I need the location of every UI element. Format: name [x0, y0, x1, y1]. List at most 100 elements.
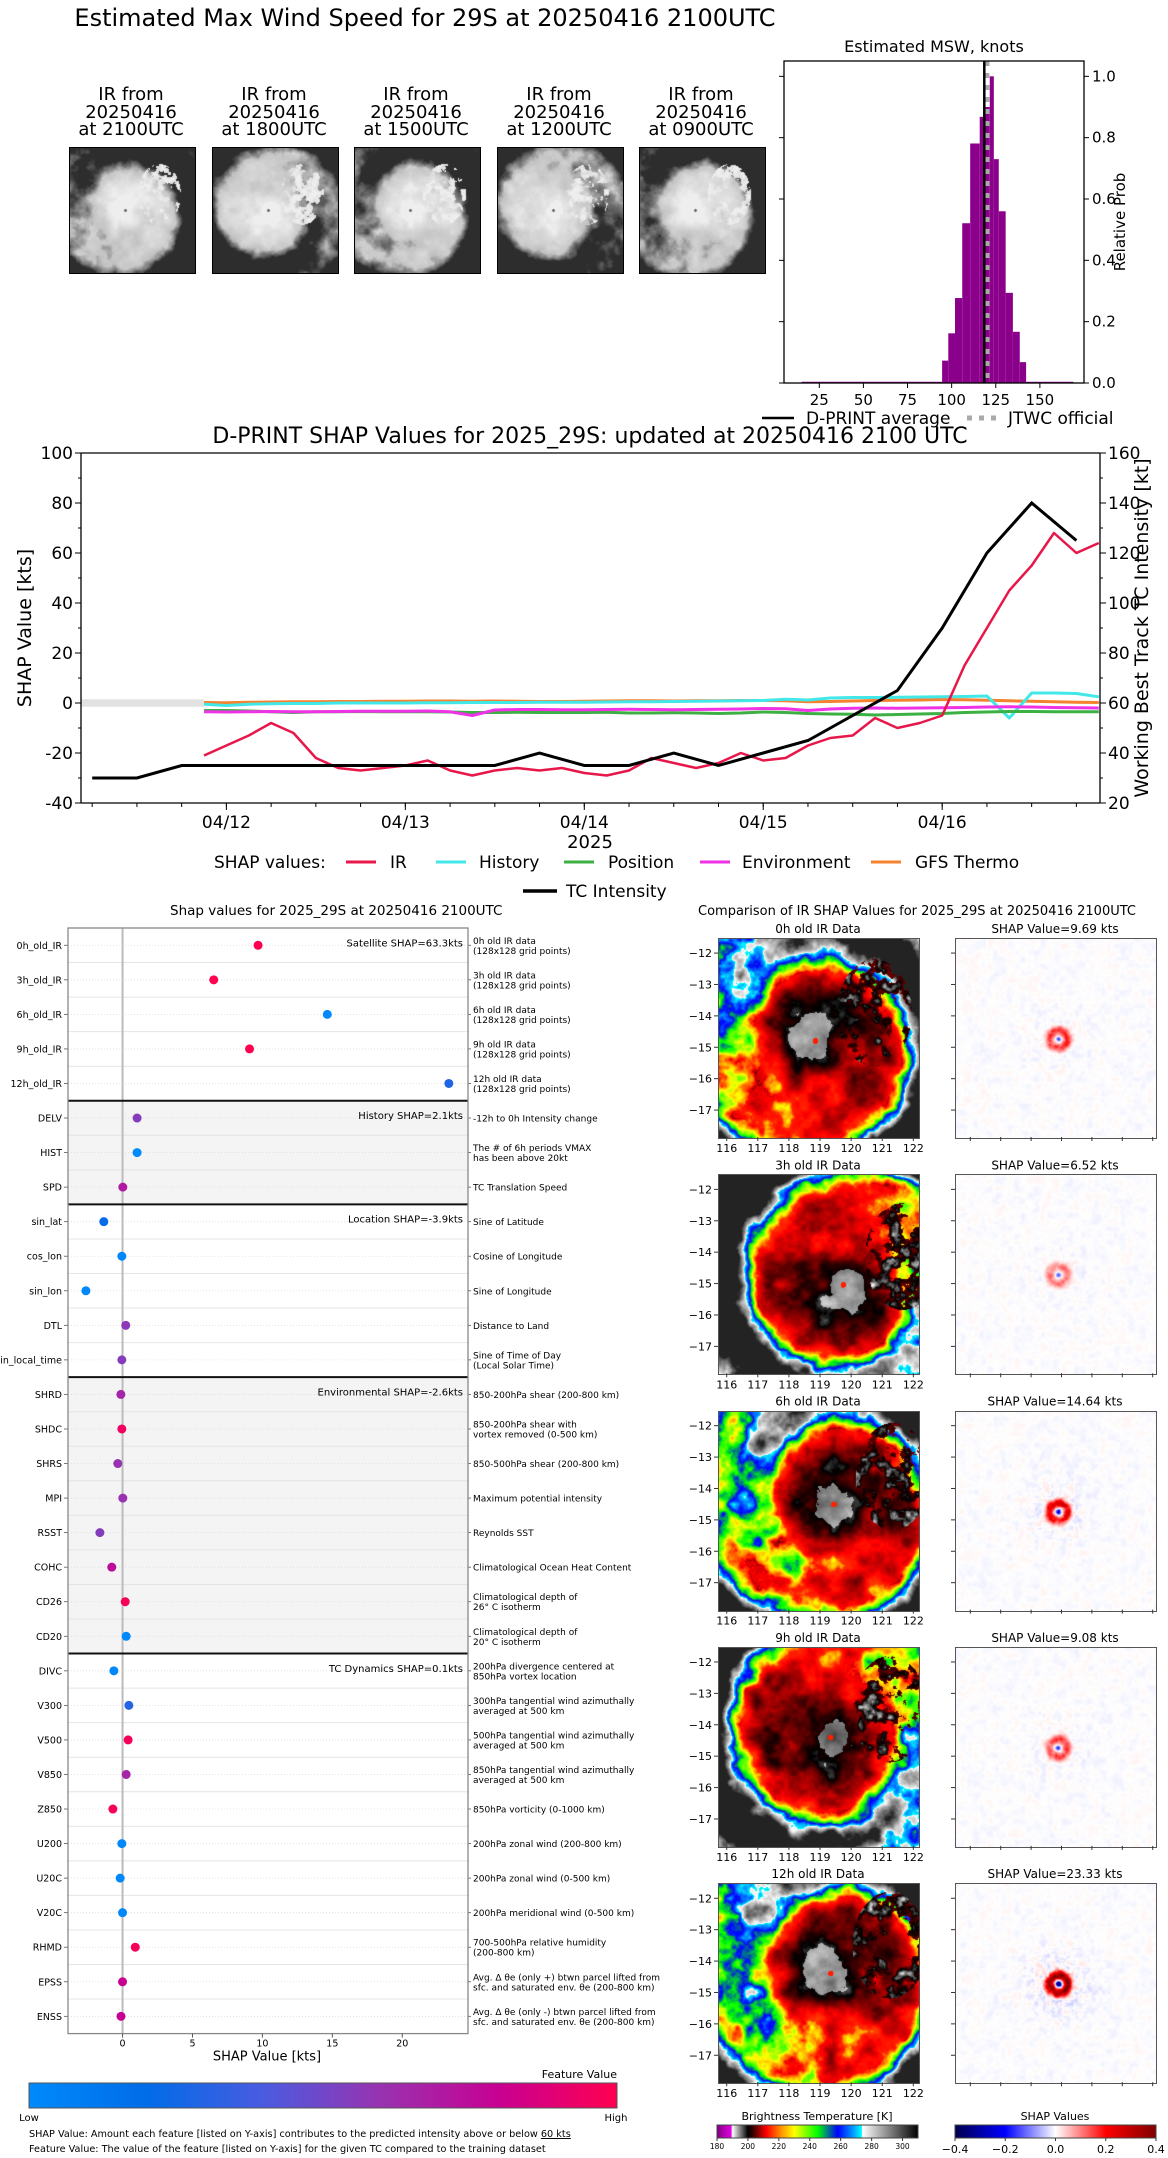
legend-label: History: [479, 853, 539, 873]
feature-label: HIST: [40, 1148, 62, 1159]
shap-dot: [209, 975, 219, 985]
lon-tick-label: 119: [810, 2087, 831, 2100]
feature-description: 700-500hPa relative humidity: [473, 1939, 607, 1949]
lon-tick-label: 117: [747, 1142, 768, 1155]
x-tick-label: 04/16: [918, 813, 967, 833]
histogram-bar: [998, 211, 1006, 383]
lon-tick-label: 118: [778, 1615, 799, 1628]
y-tick-label: 0.8: [1092, 129, 1116, 147]
y-tick-label: 0.2: [1092, 313, 1116, 331]
lon-tick-label: 118: [778, 1851, 799, 1864]
shap-ylabel: SHAP Value [kts]: [14, 549, 36, 707]
feature-description: Climatological depth of: [473, 1593, 578, 1603]
feature-label: sin_lat: [31, 1217, 62, 1228]
feature-label: U200: [37, 1839, 62, 1850]
histogram-bar: [989, 76, 994, 383]
lon-tick-label: 120: [841, 1851, 862, 1864]
bt-tick-label: 240: [803, 2142, 818, 2151]
lat-tick-label: −14: [689, 1246, 712, 1259]
thumbnail-caption-line: 20250416: [228, 101, 320, 123]
note-text: SHAP Value: Amount each feature [listed …: [29, 2129, 541, 2140]
brightness-temperature-colorbar: [716, 2124, 919, 2139]
thumbnail-caption-line: IR from: [241, 84, 307, 105]
feature-description: 850hPa tangential wind azimuthally: [473, 1766, 635, 1776]
histogram-bar: [984, 107, 990, 383]
feature-description: Avg. Δ θe (only +) btwn parcel lifted fr…: [473, 1973, 660, 1983]
lat-tick-label: −17: [689, 1813, 712, 1826]
lon-tick-label: 121: [872, 1378, 893, 1391]
thumbnail-caption-line: IR from: [526, 84, 592, 105]
feature-label: 6h_old_IR: [17, 1010, 63, 1021]
dotplot-xlabel: SHAP Value [kts]: [213, 2050, 321, 2065]
lon-tick-label: 116: [716, 1851, 737, 1864]
feature-description: (128x128 grid points): [473, 1050, 571, 1060]
shap-timeseries-title: D-PRINT SHAP Values for 2025_29S: update…: [212, 424, 967, 449]
feature-label: SHRD: [35, 1390, 62, 1401]
feature-label: Z850: [37, 1805, 62, 1816]
ir-brightness-map: [718, 938, 920, 1139]
ir-panel-title: 6h old IR Data: [775, 1395, 861, 1409]
feature-description: 850-500hPa shear (200-800 km): [473, 1460, 619, 1470]
lon-tick-label: 117: [747, 1615, 768, 1628]
lon-tick-label: 119: [810, 1142, 831, 1155]
shap-dot: [253, 940, 263, 950]
group-shap-label: TC Dynamics SHAP=0.1kts: [328, 1664, 463, 1675]
feature-description: 300hPa tangential wind azimuthally: [473, 1697, 635, 1707]
x-tick-label: 100: [937, 391, 966, 409]
group-shap-label: Environmental SHAP=-2.6kts: [318, 1387, 464, 1398]
shap-dot: [117, 1424, 127, 1434]
lat-tick-label: −15: [689, 1514, 712, 1527]
feature-description: 6h old IR data: [473, 1006, 536, 1016]
lon-tick-label: 119: [810, 1851, 831, 1864]
feature-description: 0h old IR data: [473, 937, 536, 947]
lat-tick-label: −15: [689, 1278, 712, 1291]
feature-description: TC Translation Speed: [472, 1184, 567, 1194]
shap-values-colorbar: [954, 2124, 1157, 2139]
histogram-bar: [962, 223, 971, 383]
lat-tick-label: −12: [689, 1656, 712, 1669]
shap-dot: [116, 2011, 126, 2021]
thumbnail-caption: IR from 20250416 at 0900UTC: [621, 86, 781, 139]
lon-tick-label: 120: [841, 2087, 862, 2100]
feature-label: CD20: [36, 1632, 62, 1643]
y2-tick-label: 160: [1108, 444, 1140, 464]
lat-tick-label: −13: [689, 1687, 712, 1700]
feature-description: Reynolds SST: [473, 1529, 534, 1539]
lat-tick-label: −14: [689, 1010, 712, 1023]
lon-tick-label: 116: [716, 1142, 737, 1155]
legend-label: Environment: [742, 853, 851, 873]
histogram-bar: [942, 360, 949, 383]
ir-thumbnail-image: [354, 147, 481, 274]
x-tick-label: 5: [189, 2039, 195, 2050]
series-line-history: [203, 691, 1100, 720]
intensity-ylabel: Working Best Track TC Intensity [kt]: [1131, 458, 1153, 797]
x-tick-label: 0: [120, 2039, 126, 2050]
shap-dot: [115, 1873, 125, 1883]
lon-tick-label: 122: [903, 1615, 924, 1628]
lat-tick-label: −13: [689, 1215, 712, 1228]
lon-tick-label: 118: [778, 1142, 799, 1155]
shap-dot: [121, 1631, 131, 1641]
shap-panel-title: SHAP Value=23.33 kts: [988, 1867, 1123, 1881]
histogram-bar: [1005, 292, 1013, 383]
lat-tick-label: −13: [689, 978, 712, 991]
ir-brightness-map: [718, 1410, 920, 1612]
lat-tick-label: −15: [689, 1041, 712, 1054]
bt-colorbar-label: Brightness Temperature [K]: [741, 2110, 892, 2123]
feature-description: 26° C isotherm: [473, 1603, 541, 1613]
group-shading: [68, 1377, 468, 1654]
x-tick-label: 04/12: [202, 813, 251, 833]
legend-label-dprint: D-PRINT average: [806, 409, 950, 429]
shap-dot: [118, 1908, 128, 1918]
y-tick-label: -20: [45, 744, 73, 764]
feature-description: (128x128 grid points): [473, 947, 571, 957]
lat-tick-label: −16: [689, 1545, 712, 1558]
x-tick-label: 04/14: [560, 813, 609, 833]
feature-value-note: Feature Value: The value of the feature …: [29, 2144, 546, 2155]
feature-label: 3h_old_IR: [17, 975, 63, 986]
group-shap-label: Location SHAP=-3.9kts: [348, 1215, 463, 1226]
ir-panel-title: 12h old IR Data: [771, 1867, 864, 1881]
feature-label: DIVC: [39, 1666, 63, 1677]
shap-dot: [124, 1700, 134, 1710]
lat-tick-label: −16: [689, 1309, 712, 1322]
